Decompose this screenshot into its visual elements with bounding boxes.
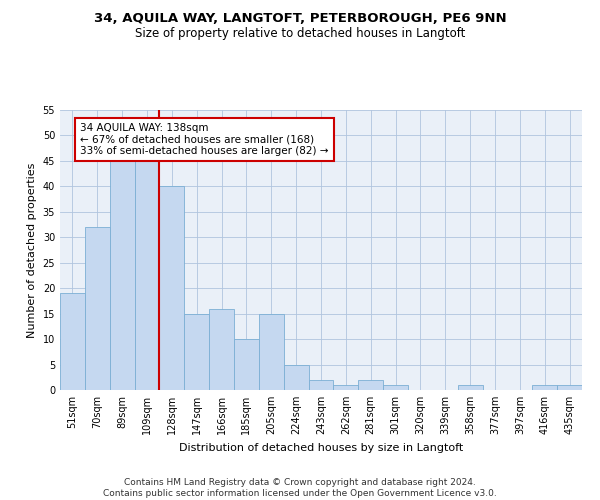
Bar <box>85 227 110 390</box>
Bar <box>184 314 209 390</box>
Bar <box>110 161 134 390</box>
Bar <box>383 385 408 390</box>
Bar <box>557 385 582 390</box>
Text: 34, AQUILA WAY, LANGTOFT, PETERBOROUGH, PE6 9NN: 34, AQUILA WAY, LANGTOFT, PETERBOROUGH, … <box>94 12 506 26</box>
Bar <box>60 294 85 390</box>
Text: 34 AQUILA WAY: 138sqm
← 67% of detached houses are smaller (168)
33% of semi-det: 34 AQUILA WAY: 138sqm ← 67% of detached … <box>80 122 328 156</box>
Bar <box>308 380 334 390</box>
Bar <box>209 308 234 390</box>
Text: Size of property relative to detached houses in Langtoft: Size of property relative to detached ho… <box>135 28 465 40</box>
Y-axis label: Number of detached properties: Number of detached properties <box>27 162 37 338</box>
Bar <box>234 339 259 390</box>
Bar <box>134 156 160 390</box>
Bar <box>532 385 557 390</box>
Text: Contains HM Land Registry data © Crown copyright and database right 2024.
Contai: Contains HM Land Registry data © Crown c… <box>103 478 497 498</box>
X-axis label: Distribution of detached houses by size in Langtoft: Distribution of detached houses by size … <box>179 442 463 452</box>
Bar <box>458 385 482 390</box>
Bar <box>334 385 358 390</box>
Bar <box>284 364 308 390</box>
Bar <box>160 186 184 390</box>
Bar <box>358 380 383 390</box>
Bar <box>259 314 284 390</box>
